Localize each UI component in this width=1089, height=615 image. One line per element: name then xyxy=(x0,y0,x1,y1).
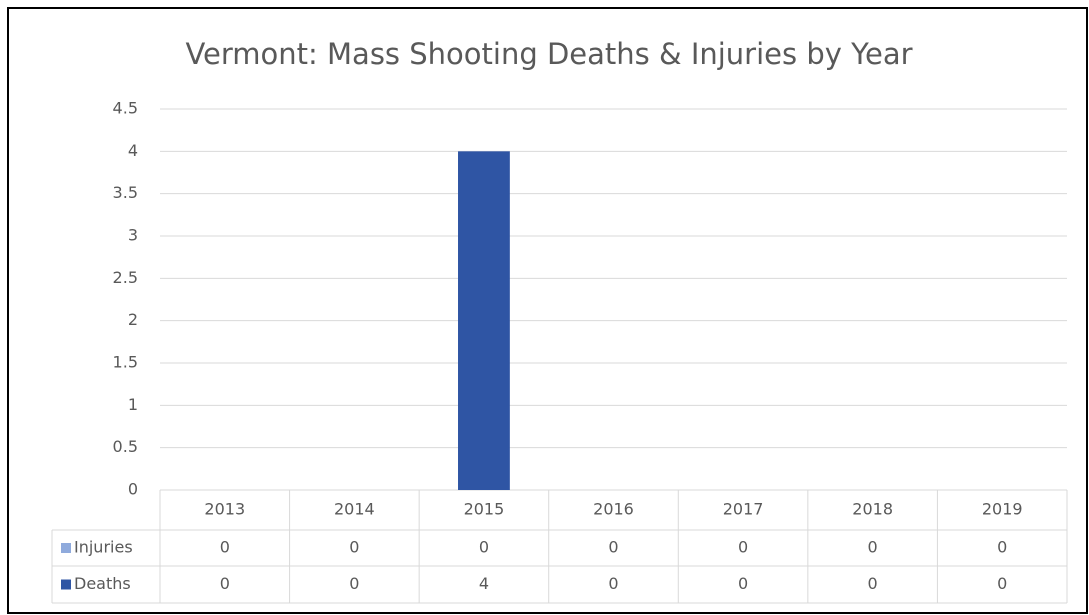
y-tick-label: 2.5 xyxy=(113,268,138,287)
table-value: 0 xyxy=(738,538,748,557)
y-tick-label: 3.5 xyxy=(113,183,138,202)
x-tick-label: 2016 xyxy=(593,500,634,519)
y-tick-label: 1 xyxy=(128,395,138,414)
table-value: 0 xyxy=(868,574,878,593)
table-value: 0 xyxy=(997,574,1007,593)
table-value: 4 xyxy=(479,574,489,593)
x-tick-label: 2018 xyxy=(852,500,893,519)
table-value: 0 xyxy=(868,538,878,557)
x-tick-label: 2019 xyxy=(982,500,1023,519)
table-value: 0 xyxy=(738,574,748,593)
table-value: 0 xyxy=(220,538,230,557)
y-tick-label: 0.5 xyxy=(113,437,138,456)
table-value: 0 xyxy=(479,538,489,557)
bar xyxy=(458,151,510,491)
y-tick-label: 4.5 xyxy=(113,99,138,118)
y-tick-label: 0 xyxy=(128,480,138,499)
legend-key xyxy=(61,543,71,553)
table-value: 0 xyxy=(997,538,1007,557)
table-value: 0 xyxy=(608,574,618,593)
y-tick-label: 1.5 xyxy=(113,353,138,372)
legend-key xyxy=(61,579,71,590)
x-tick-label: 2015 xyxy=(464,500,505,519)
table-value: 0 xyxy=(349,574,359,593)
chart-frame xyxy=(7,7,1088,614)
table-value: 0 xyxy=(608,538,618,557)
y-tick-label: 3 xyxy=(128,226,138,245)
table-value: 0 xyxy=(220,574,230,593)
x-tick-label: 2014 xyxy=(334,500,375,519)
table-value: 0 xyxy=(349,538,359,557)
legend-label: Deaths xyxy=(74,574,131,593)
x-tick-label: 2013 xyxy=(204,500,245,519)
y-tick-label: 4 xyxy=(128,141,138,160)
x-tick-label: 2017 xyxy=(723,500,764,519)
y-tick-label: 2 xyxy=(128,310,138,329)
legend-label: Injuries xyxy=(74,538,133,557)
chart-title: Vermont: Mass Shooting Deaths & Injuries… xyxy=(185,37,912,71)
